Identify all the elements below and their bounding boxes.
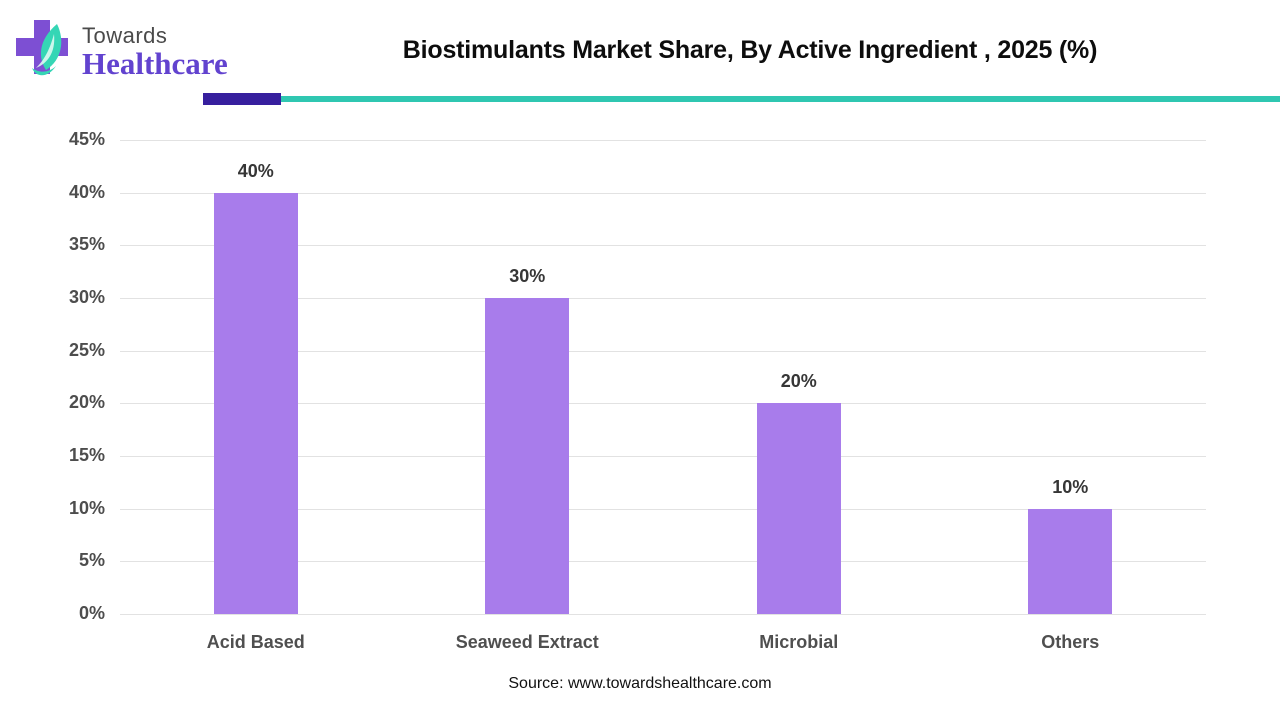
x-category-label: Acid Based [206, 632, 305, 652]
y-tick-label: 10% [68, 497, 105, 518]
gridline [120, 508, 1206, 510]
x-category-label: Others [1041, 632, 1100, 652]
gridline [120, 350, 1206, 352]
gridline [120, 140, 1206, 141]
bar-others [1028, 508, 1113, 614]
y-tick-label: 40% [68, 181, 105, 202]
gridline [120, 614, 1206, 615]
bar-acid-based [213, 192, 298, 614]
gridline [120, 298, 1206, 299]
bar-value-label: 20% [780, 371, 817, 392]
logo-towards-text: Towards [82, 23, 168, 48]
y-tick-label: 15% [68, 445, 105, 465]
gridline [120, 456, 1206, 457]
y-axis: 0% 5% 10% 15% 20% 25% 30% 35% 40% 45% [25, 129, 105, 623]
y-tick-label: 30% [68, 287, 105, 307]
gridline [120, 561, 1206, 563]
gridline [120, 245, 1206, 247]
bar-value-label: 40% [237, 160, 274, 181]
y-tick-label: 35% [68, 234, 105, 255]
bar-seaweed-extract [485, 298, 570, 614]
plot-area: 40% Acid Based 30% Seaweed Extract 20% Microb… [120, 140, 1206, 652]
header-rule-teal [281, 96, 1280, 102]
gridline [120, 192, 1206, 194]
x-category-label: Microbial [759, 632, 839, 652]
bar-value-label: 30% [509, 266, 546, 286]
y-tick-label: 0% [78, 603, 105, 623]
header-rule-purple [203, 93, 281, 105]
source-text: Source: www.towardshealthcare.com [508, 675, 772, 692]
logo-healthcare-text: Healthcare [82, 46, 228, 82]
chart-title: Biostimulants Market Share, By Active In… [402, 36, 1098, 64]
y-tick-label: 20% [68, 392, 105, 413]
bar-microbial [756, 403, 841, 614]
x-category-label: Seaweed Extract [455, 632, 599, 652]
towards-healthcare-logo: Towards Healthcare [10, 12, 228, 92]
y-tick-label: 25% [68, 339, 105, 360]
cross-leaf-logo-icon [16, 20, 68, 76]
y-tick-label: 45% [68, 129, 105, 149]
logo-text: Towards Healthcare [82, 12, 228, 81]
gridline [120, 403, 1206, 405]
y-tick-label: 5% [78, 550, 105, 571]
bar-value-label: 10% [1052, 476, 1089, 497]
